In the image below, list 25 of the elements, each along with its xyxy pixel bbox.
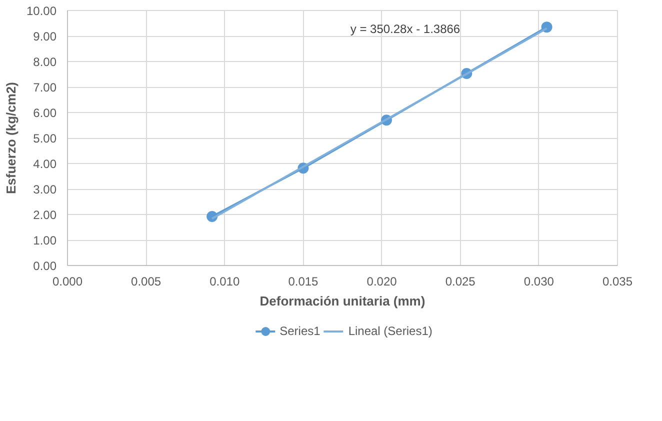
x-tick-label: 0.005 (131, 274, 162, 288)
legend-label: Lineal (Series1) (348, 324, 432, 338)
x-tick-label: 0.000 (52, 274, 83, 288)
y-tick-label: 7.00 (33, 80, 57, 94)
y-tick-label: 1.00 (33, 234, 57, 248)
y-tick-label: 5.00 (33, 132, 57, 146)
x-axis-title: Deformación unitaria (mm) (260, 294, 426, 308)
y-tick-label: 9.00 (33, 30, 57, 44)
x-tick-label: 0.030 (524, 274, 554, 288)
y-tick-label: 10.00 (26, 4, 57, 18)
annotation: y = 350.28x - 1.3866 (350, 22, 460, 36)
y-tick-label: 8.00 (33, 55, 57, 69)
x-tick-label: 0.020 (366, 274, 398, 288)
y-axis-title: Esfuerzo (kg/cm2) (3, 82, 18, 194)
x-tick-label: 0.010 (210, 274, 240, 288)
y-tick-label: 4.00 (33, 157, 57, 171)
y-tick-label: 3.00 (33, 182, 57, 196)
point (541, 22, 552, 33)
legend-label: Series1 (280, 324, 320, 338)
x-tick-label: 0.025 (445, 274, 476, 288)
x-tick-label: 0.015 (288, 274, 319, 288)
y-tick-label: 0.00 (33, 259, 57, 273)
y-tick-label: 6.00 (33, 106, 57, 120)
y-tick-label: 2.00 (33, 208, 57, 222)
x-tick-label: 0.035 (602, 274, 633, 288)
